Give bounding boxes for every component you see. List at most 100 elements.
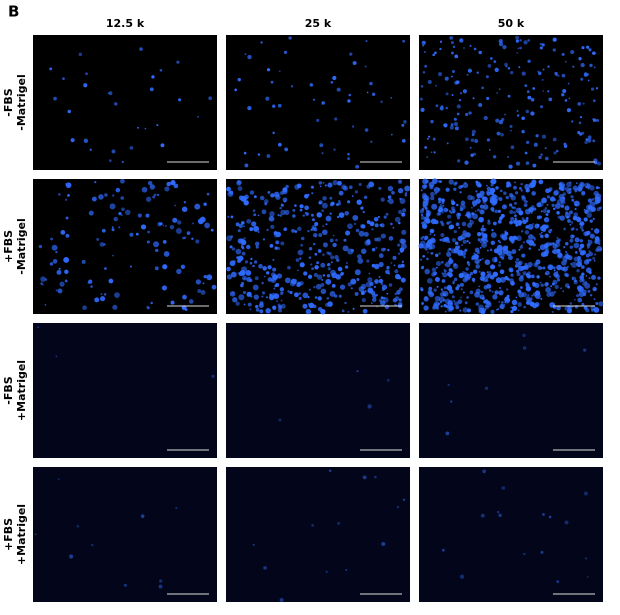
cell-nucleus bbox=[284, 277, 291, 284]
cell-nucleus bbox=[562, 88, 567, 94]
cell-nucleus bbox=[439, 47, 442, 51]
cell-nucleus bbox=[288, 36, 292, 40]
cell-nucleus bbox=[328, 469, 332, 473]
cell-nucleus bbox=[144, 127, 147, 130]
cell-nucleus bbox=[404, 185, 411, 192]
cell-nucleus bbox=[480, 271, 486, 277]
cell-nucleus bbox=[308, 256, 312, 259]
cell-nucleus bbox=[565, 241, 569, 246]
cell-nucleus bbox=[502, 44, 507, 50]
cell-nucleus bbox=[524, 230, 530, 235]
cell-nucleus bbox=[579, 275, 585, 280]
cell-nucleus bbox=[439, 292, 445, 297]
cell-nucleus bbox=[327, 182, 333, 188]
cell-nucleus bbox=[458, 272, 465, 279]
cell-nucleus bbox=[176, 268, 182, 275]
micrograph bbox=[33, 323, 217, 458]
cell-nucleus bbox=[192, 222, 195, 225]
cell-nucleus bbox=[373, 475, 377, 479]
cell-nucleus bbox=[561, 93, 565, 97]
cell-nucleus bbox=[265, 96, 270, 101]
cell-nucleus bbox=[595, 186, 599, 190]
cell-nucleus bbox=[586, 243, 591, 247]
cell-nucleus bbox=[516, 269, 520, 273]
cell-nucleus bbox=[332, 242, 337, 248]
cell-nucleus bbox=[172, 217, 178, 223]
cell-nucleus bbox=[584, 557, 588, 560]
cell-nucleus bbox=[400, 263, 405, 268]
cell-nucleus bbox=[237, 77, 241, 82]
cell-nucleus bbox=[360, 223, 365, 229]
cell-nucleus bbox=[159, 68, 163, 72]
cell-nucleus bbox=[434, 277, 440, 282]
cell-nucleus bbox=[183, 201, 187, 204]
cell-nucleus bbox=[448, 179, 454, 185]
cell-nucleus bbox=[258, 302, 264, 309]
cell-nucleus bbox=[231, 247, 236, 251]
cell-nucleus bbox=[337, 266, 343, 272]
cell-nucleus bbox=[459, 191, 462, 194]
cell-nucleus bbox=[564, 205, 570, 211]
cell-nucleus bbox=[308, 288, 311, 291]
cell-nucleus bbox=[428, 135, 431, 138]
cell-nucleus bbox=[113, 216, 119, 222]
cell-nucleus bbox=[349, 52, 353, 56]
cell-nucleus bbox=[372, 293, 377, 299]
cell-nucleus bbox=[435, 253, 439, 257]
cell-nucleus bbox=[447, 383, 450, 386]
cell-nucleus bbox=[536, 223, 540, 227]
cell-nucleus bbox=[421, 223, 428, 229]
cell-nucleus bbox=[65, 216, 69, 220]
cell-nucleus bbox=[556, 580, 560, 584]
cell-nucleus bbox=[559, 215, 565, 221]
cell-nucleus bbox=[520, 229, 524, 233]
cell-nucleus bbox=[554, 284, 559, 289]
row-label: +Matrigel bbox=[15, 504, 28, 565]
cell-nucleus bbox=[438, 252, 441, 255]
cell-nucleus bbox=[258, 263, 263, 269]
cell-nucleus bbox=[591, 228, 593, 231]
cell-nucleus bbox=[490, 309, 495, 315]
cell-nucleus bbox=[280, 299, 283, 302]
cell-nucleus bbox=[422, 194, 428, 201]
cell-nucleus bbox=[149, 184, 156, 190]
cell-nucleus bbox=[478, 285, 481, 288]
cell-nucleus bbox=[520, 189, 523, 192]
cell-nucleus bbox=[589, 63, 593, 68]
cell-nucleus bbox=[432, 137, 436, 141]
cell-nucleus bbox=[394, 269, 399, 274]
cell-nucleus bbox=[378, 261, 384, 268]
cell-nucleus bbox=[518, 66, 521, 69]
cell-nucleus bbox=[553, 207, 556, 211]
cell-nucleus bbox=[538, 155, 542, 160]
cell-nucleus bbox=[316, 274, 323, 280]
cell-nucleus bbox=[587, 198, 593, 203]
cell-nucleus bbox=[459, 282, 464, 287]
cell-nucleus bbox=[252, 209, 256, 212]
cell-nucleus bbox=[490, 264, 496, 270]
cell-nucleus bbox=[325, 223, 328, 226]
cell-nucleus bbox=[498, 513, 502, 518]
cell-nucleus bbox=[480, 290, 484, 294]
cell-nucleus bbox=[440, 260, 444, 264]
cell-nucleus bbox=[280, 291, 284, 295]
cell-nucleus bbox=[522, 241, 526, 244]
cell-nucleus bbox=[590, 274, 597, 280]
cell-nucleus bbox=[569, 223, 572, 226]
cell-nucleus bbox=[499, 252, 505, 259]
cell-nucleus bbox=[120, 196, 125, 200]
cell-nucleus bbox=[494, 209, 498, 214]
cell-nucleus bbox=[356, 277, 360, 281]
cell-nucleus bbox=[517, 309, 520, 312]
cell-nucleus bbox=[466, 73, 469, 76]
cell-nucleus bbox=[585, 267, 592, 273]
cell-nucleus bbox=[561, 73, 566, 78]
cell-nucleus bbox=[335, 238, 338, 242]
cell-nucleus bbox=[49, 262, 54, 266]
cell-nucleus bbox=[502, 245, 508, 251]
cell-nucleus bbox=[518, 265, 524, 272]
cell-nucleus bbox=[476, 261, 479, 264]
cell-nucleus bbox=[89, 148, 92, 151]
cell-nucleus bbox=[153, 193, 157, 197]
micrograph bbox=[419, 323, 603, 458]
